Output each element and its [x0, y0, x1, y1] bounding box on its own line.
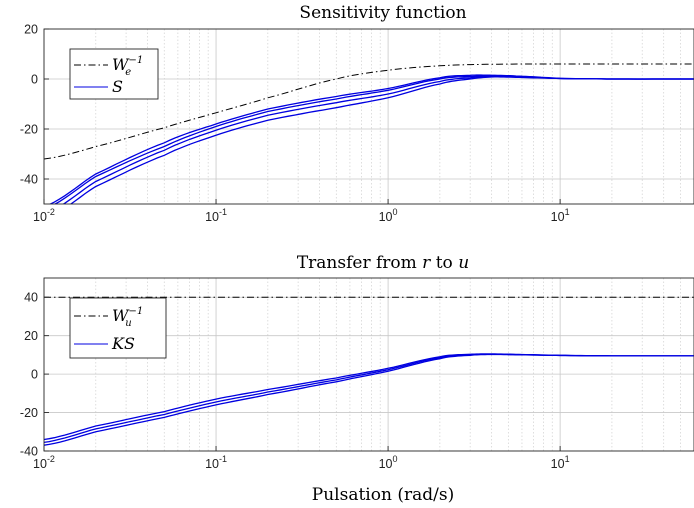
weight-curve [44, 63, 694, 160]
x-tick-exponent: -2 [47, 207, 55, 217]
x-tick-label: 10-2 [33, 454, 55, 471]
series-line-3 [44, 353, 694, 446]
x-tick-base: 10 [379, 210, 393, 224]
y-tick-label: -20 [20, 123, 38, 137]
legend-label-superscript: −1 [128, 55, 143, 66]
x-tick-label: 10-2 [33, 207, 55, 224]
x-tick-base: 10 [551, 457, 565, 471]
x-tick-base: 10 [205, 210, 219, 224]
x-tick-exponent: -1 [219, 454, 227, 464]
x-tick-base: 10 [551, 210, 565, 224]
legend: W−1 eS [69, 48, 159, 100]
legend-label-subscript: u [125, 318, 131, 329]
legend-label: W−1 u [112, 306, 143, 329]
legend-label-base: W [112, 55, 130, 74]
y-tick-label: -40 [20, 173, 38, 187]
x-tick-label: 10-1 [205, 207, 227, 224]
y-tick-label: -40 [20, 445, 38, 459]
legend-label-superscript: −1 [128, 306, 143, 317]
x-tick-base: 10 [379, 457, 393, 471]
x-tick-base: 10 [33, 457, 47, 471]
y-tick-label: 0 [31, 368, 38, 382]
x-tick-label: 101 [551, 207, 570, 224]
y-tick-label: 20 [24, 23, 38, 37]
y-tick-label: 0 [31, 73, 38, 87]
chart-title: Transfer from r to u [297, 253, 469, 273]
x-tick-label: 101 [551, 454, 570, 471]
x-tick-label: 10-1 [205, 454, 227, 471]
x-tick-exponent: 0 [393, 454, 398, 464]
legend-label: W−1 e [112, 55, 143, 78]
legend-label-base: S [112, 77, 123, 96]
x-tick-label: 100 [379, 207, 398, 224]
y-tick-label: -20 [20, 406, 38, 420]
y-tick-label: 20 [24, 329, 38, 343]
chart-title-word: u [453, 253, 469, 273]
y-tick-label: 40 [24, 291, 38, 305]
x-tick-exponent: 1 [565, 454, 570, 464]
chart-title-word: to [430, 253, 452, 273]
legend-label-base: KS [111, 334, 135, 353]
legend-label-subscript: e [125, 67, 131, 78]
chart-title-word: Transfer [297, 253, 372, 273]
x-axis-label: Pulsation (rad/s) [312, 485, 454, 505]
legend-label: S [112, 77, 123, 96]
series-group [44, 296, 694, 446]
legend-label: KS [111, 334, 135, 353]
legend-box [69, 48, 159, 100]
x-tick-label: 100 [379, 454, 398, 471]
x-tick-exponent: 0 [393, 207, 398, 217]
grid [44, 29, 694, 204]
series-line-4 [48, 74, 694, 204]
chart-title-word: r [417, 253, 431, 273]
x-tick-exponent: 1 [565, 207, 570, 217]
series-group [44, 63, 694, 204]
legend: W−1 u KS [69, 297, 167, 359]
x-tick-exponent: -2 [47, 454, 55, 464]
legend-label-base: W [112, 306, 130, 325]
chart-title: Sensitivity function [299, 3, 466, 23]
chart-title-word: from [371, 253, 417, 273]
x-tick-base: 10 [205, 457, 219, 471]
axes-box [43, 28, 694, 205]
axes-box [43, 277, 694, 452]
legend-box [69, 297, 167, 359]
x-tick-base: 10 [33, 210, 47, 224]
x-tick-exponent: -1 [219, 207, 227, 217]
